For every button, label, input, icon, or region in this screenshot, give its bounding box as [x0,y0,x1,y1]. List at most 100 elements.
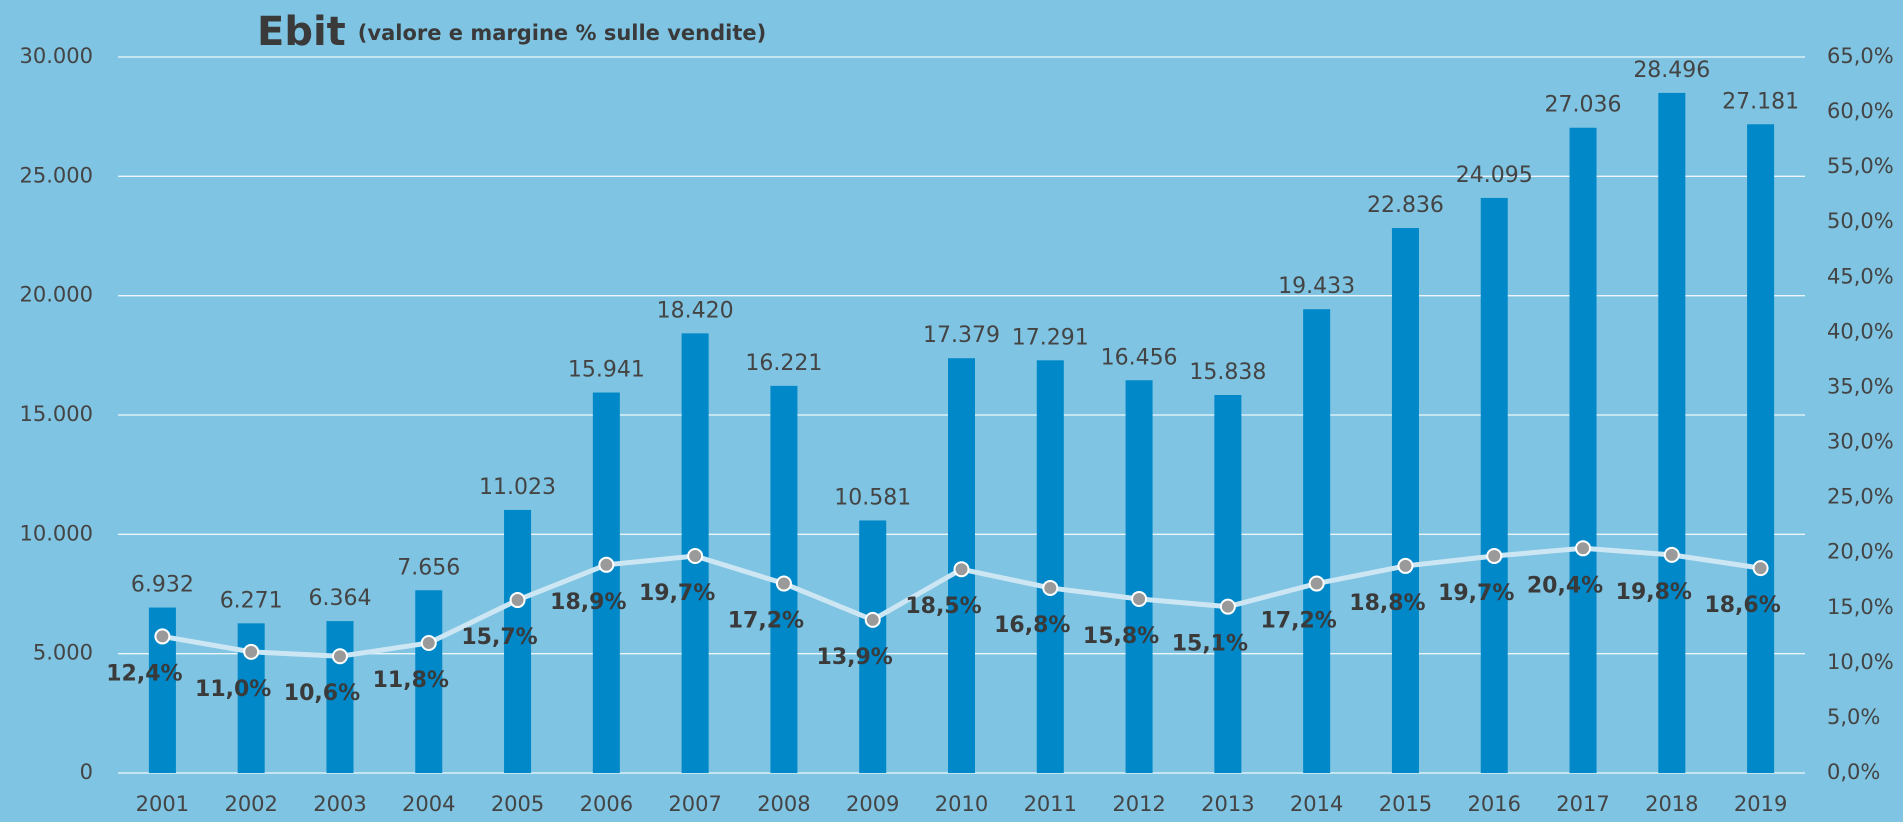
bar-value-label: 15.838 [1189,360,1266,385]
y-tick-label: 10.000 [20,521,93,545]
chart-title: Ebit [257,9,346,55]
line-marker [1752,560,1769,577]
bar-value-label: 15.941 [568,358,645,383]
y2-tick-label: 20,0% [1827,540,1894,564]
bar-value-label: 6.271 [220,588,283,613]
bar-value-label: 6.364 [308,586,371,611]
bar [1214,394,1242,773]
y2-tick-label: 35,0% [1827,374,1894,398]
y2-tick-label: 65,0% [1827,44,1894,68]
line-value-label: 18,8% [1349,591,1425,616]
bar [1658,92,1686,774]
line-marker [1486,547,1503,564]
bar-value-label: 27.181 [1722,89,1799,114]
line-value-label: 15,1% [1172,632,1248,657]
line-marker [1397,557,1414,574]
bar [859,520,887,773]
x-tick-label: 2016 [1468,792,1521,816]
bar-value-label: 10.581 [834,485,911,510]
bar [1125,380,1153,773]
x-tick-label: 2002 [224,792,277,816]
line-marker [775,575,792,592]
y-tick-label: 20.000 [20,283,93,307]
chart-title-group: Ebit (valore e margine % sulle vendite) [257,9,766,55]
y2-tick-label: 45,0% [1827,264,1894,288]
line-marker [1131,590,1148,607]
x-tick-label: 2010 [935,792,988,816]
x-tick-label: 2014 [1290,792,1343,816]
y2-tick-label: 5,0% [1827,705,1880,729]
bar [504,509,532,773]
line-value-label: 10,6% [284,681,360,706]
line-value-label: 15,8% [1083,624,1159,649]
x-tick-label: 2005 [491,792,544,816]
y2-tick-label: 60,0% [1827,99,1894,123]
line-marker [509,592,526,609]
line-marker [331,648,348,665]
x-tick-label: 2015 [1379,792,1432,816]
bar-value-label: 19.433 [1278,274,1355,299]
x-tick-label: 2006 [580,792,633,816]
bar [1036,360,1064,773]
y2-tick-label: 15,0% [1827,595,1894,619]
x-tick-label: 2004 [402,792,455,816]
bar [1747,124,1775,773]
chart-subtitle: (valore e margine % sulle vendite) [358,21,766,45]
bar [1480,197,1508,773]
x-tick-label: 2017 [1556,792,1609,816]
bar [1569,127,1597,774]
y-tick-label: 15.000 [20,402,93,426]
line-value-label: 11,8% [373,668,449,693]
x-tick-label: 2011 [1024,792,1077,816]
line-marker [1663,546,1680,563]
line-marker [243,643,260,660]
x-tick-label: 2003 [313,792,366,816]
bar-value-label: 16.456 [1101,345,1178,370]
bar-value-label: 16.221 [745,351,822,376]
y-tick-label: 5.000 [33,641,93,665]
bar [1303,309,1331,773]
x-tick-label: 2019 [1734,792,1787,816]
line-value-label: 19,7% [639,581,715,606]
line-value-label: 20,4% [1527,573,1603,598]
line-marker [687,547,704,564]
y2-tick-label: 25,0% [1827,485,1894,509]
line-value-label: 13,9% [817,645,893,670]
line-marker [864,611,881,628]
y2-tick-label: 30,0% [1827,430,1894,454]
y2-tick-label: 0,0% [1827,760,1880,784]
x-tick-label: 2013 [1201,792,1254,816]
x-tick-label: 2001 [136,792,189,816]
line-value-label: 17,2% [728,609,804,634]
bar-value-label: 6.932 [131,573,194,598]
bar-value-label: 17.379 [923,323,1000,348]
line-value-label: 16,8% [994,613,1070,638]
line-marker [420,635,437,652]
line-marker [598,556,615,573]
bar-value-label: 18.420 [657,298,734,323]
x-tick-label: 2008 [757,792,810,816]
line-value-label: 18,5% [905,594,981,619]
line-marker [1308,575,1325,592]
bar [415,590,443,773]
y-tick-label: 0 [80,760,93,784]
bar-value-label: 24.095 [1456,163,1533,188]
x-tick-label: 2012 [1112,792,1165,816]
line-value-label: 18,6% [1704,593,1780,618]
line-value-label: 18,9% [550,590,626,615]
line-marker [154,628,171,645]
line-marker [1575,540,1592,557]
bar-value-label: 27.036 [1545,93,1622,118]
x-tick-label: 2007 [668,792,721,816]
bar-value-label: 22.836 [1367,193,1444,218]
line-value-label: 11,0% [195,677,271,702]
x-tick-label: 2018 [1645,792,1698,816]
line-value-label: 19,8% [1616,580,1692,605]
line-marker [1219,598,1236,615]
y2-tick-label: 40,0% [1827,319,1894,343]
line-marker [1042,579,1059,596]
line-value-label: 17,2% [1260,609,1336,634]
y2-tick-label: 10,0% [1827,650,1894,674]
y-tick-label: 30.000 [20,44,93,68]
